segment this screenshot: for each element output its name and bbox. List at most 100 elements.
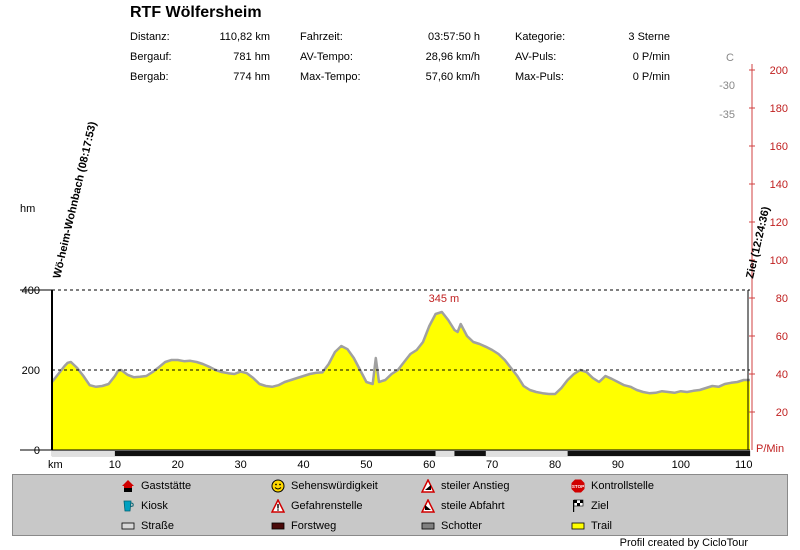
- x-tick-label: 70: [486, 459, 498, 471]
- right-tick-label: 20: [776, 407, 788, 419]
- legend-label: Gaststätte: [141, 480, 192, 492]
- elevation-area: [52, 312, 750, 450]
- y-tick-label: 400: [22, 285, 40, 297]
- gefahrenstelle-icon: [271, 499, 285, 513]
- chart-title: RTF Wölfersheim: [130, 4, 262, 21]
- x-tick-label: 80: [549, 459, 561, 471]
- road-segment: [485, 451, 568, 456]
- legend-item-kontrollstelle: STOP Kontrollstelle: [571, 479, 654, 493]
- temp-axis-unit: C: [726, 52, 734, 64]
- x-axis-unit: km: [48, 459, 63, 471]
- legend-label: Straße: [141, 520, 175, 532]
- right-tick-label: 160: [770, 141, 788, 153]
- legend-label: steiler Anstieg: [441, 480, 510, 492]
- credit-text: Profil created by CicloTour: [619, 537, 748, 549]
- x-tick-label: 30: [235, 459, 247, 471]
- stat-category-value: 3 Sterne: [628, 31, 670, 43]
- stat-ascent-label: Bergauf:: [130, 51, 172, 63]
- x-tick-label: 40: [297, 459, 309, 471]
- x-tick-label: 60: [423, 459, 435, 471]
- x-tick-label: 100: [672, 459, 690, 471]
- stat-time-label: Fahrzeit:: [300, 31, 343, 43]
- steiler-anstieg-icon: [421, 479, 435, 493]
- stat-avg-speed-label: AV-Tempo:: [300, 51, 353, 63]
- road-segment: [567, 451, 750, 456]
- elevation-line: [51, 310, 750, 396]
- legend-item-ziel: Ziel: [571, 499, 609, 513]
- stat-max-pulse-label: Max-Puls:: [515, 71, 564, 83]
- right-tick-label: 180: [770, 103, 788, 115]
- x-tick-label: 20: [172, 459, 184, 471]
- stat-distance-label: Distanz:: [130, 31, 170, 43]
- legend-item-gaststaette: Gaststätte: [121, 479, 191, 493]
- right-tick-label: 80: [776, 293, 788, 305]
- start-location-label: Wö-heim-Wohnbach (08:17:53): [51, 120, 99, 279]
- stat-category-label: Kategorie:: [515, 31, 566, 43]
- legend-item-trail: Trail: [571, 519, 612, 533]
- forstweg-swatch-icon: [271, 522, 285, 530]
- x-tick-label: 110: [735, 459, 753, 471]
- legend-label: steile Abfahrt: [441, 500, 505, 512]
- road-segment: [435, 451, 455, 456]
- sehenswuerdigkeit-icon: [271, 479, 285, 493]
- stat-descent-value: 774 hm: [233, 71, 270, 83]
- strasse-swatch-icon: [121, 522, 135, 530]
- stat-max-speed-label: Max-Tempo:: [300, 71, 361, 83]
- right-axis-unit: P/Min: [756, 443, 784, 455]
- right-tick-label: 100: [770, 255, 788, 267]
- legend-item-steile-abfahrt: steile Abfahrt: [421, 499, 505, 513]
- right-tick-label: 120: [770, 217, 788, 229]
- x-tick-label: 50: [360, 459, 372, 471]
- y-axis-unit: hm: [20, 203, 36, 215]
- stat-ascent-value: 781 hm: [233, 51, 270, 63]
- kiosk-icon: [123, 500, 134, 512]
- elevation-profile-chart: 0 200 400 km 10 20 30 40 50 60 70 80 90 100 110 20 40 60 8…: [20, 64, 788, 471]
- legend-label: Sehenswürdigkeit: [291, 480, 378, 492]
- legend-item-steiler-anstieg: steiler Anstieg: [421, 479, 509, 493]
- stat-distance-value: 110,82 km: [219, 31, 270, 43]
- legend: Gaststätte Sehenswürdigkeit steiler Anst…: [12, 474, 788, 536]
- road-segment: [454, 451, 486, 456]
- y-tick-label: 0: [34, 445, 40, 457]
- legend-item-strasse: Straße: [121, 519, 174, 533]
- y-tick-label: 200: [22, 365, 40, 377]
- right-tick-label: 60: [776, 331, 788, 343]
- ziel-icon: [573, 499, 584, 512]
- x-tick-label: 10: [109, 459, 121, 471]
- temp-tick: -35: [719, 109, 735, 121]
- legend-label: Trail: [591, 520, 612, 532]
- stat-avg-speed-value: 28,96 km/h: [425, 51, 480, 63]
- steile-abfahrt-icon: [421, 499, 435, 513]
- end-location-label: Ziel (12:24:36): [744, 205, 772, 280]
- kontrollstelle-icon: STOP: [571, 479, 585, 493]
- stat-time-value: 03:57:50 h: [428, 31, 480, 43]
- stat-max-speed-value: 57,60 km/h: [425, 71, 480, 83]
- road-segment: [114, 451, 436, 456]
- stat-avg-pulse-label: AV-Puls:: [515, 51, 557, 63]
- temp-tick: -30: [719, 80, 735, 92]
- legend-label: Forstweg: [291, 520, 337, 532]
- gasstaette-icon: [122, 480, 134, 492]
- stat-descent-label: Bergab:: [130, 71, 169, 83]
- legend-item-kiosk: Kiosk: [121, 499, 168, 513]
- right-tick-label: 140: [770, 179, 788, 191]
- legend-label: Schotter: [441, 520, 482, 532]
- legend-label: Ziel: [591, 500, 609, 512]
- right-tick-label: 200: [770, 65, 788, 77]
- trail-swatch-icon: [571, 522, 585, 530]
- legend-label: Gefahrenstelle: [291, 500, 363, 512]
- stop-text: STOP: [572, 484, 584, 489]
- schotter-swatch-icon: [421, 522, 435, 530]
- right-tick-label: 40: [776, 369, 788, 381]
- legend-item-gefahrenstelle: Gefahrenstelle: [271, 499, 363, 513]
- legend-item-schotter: Schotter: [421, 519, 482, 533]
- legend-item-forstweg: Forstweg: [271, 519, 336, 533]
- x-tick-label: 90: [612, 459, 624, 471]
- road-segment: [52, 451, 115, 456]
- stat-max-pulse-value: 0 P/min: [632, 71, 670, 83]
- stat-avg-pulse-value: 0 P/min: [632, 51, 670, 63]
- legend-label: Kiosk: [141, 500, 168, 512]
- legend-item-sehenswuerdigkeit: Sehenswürdigkeit: [271, 479, 378, 493]
- max-elevation-label: 345 m: [429, 293, 460, 305]
- legend-label: Kontrollstelle: [591, 480, 654, 492]
